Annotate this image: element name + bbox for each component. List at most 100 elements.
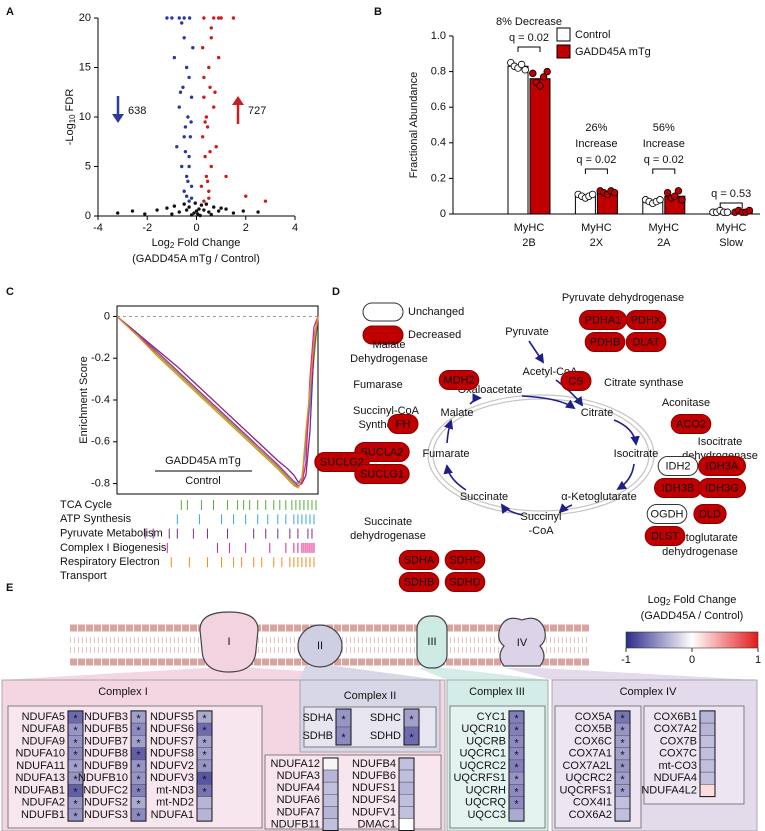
y-axis-label-part: FDR bbox=[64, 89, 76, 115]
column-frame bbox=[614, 710, 631, 822]
gene-label: COX7A1 bbox=[569, 748, 612, 760]
point bbox=[186, 115, 190, 119]
significance-star: * bbox=[136, 750, 141, 762]
gene-label: NDUFB4 bbox=[352, 758, 396, 770]
gene-label: NDUFA6 bbox=[277, 794, 320, 806]
significance-star: * bbox=[620, 725, 625, 737]
point bbox=[186, 179, 190, 184]
arrow bbox=[469, 393, 482, 405]
point bbox=[165, 16, 169, 20]
point bbox=[224, 207, 228, 211]
significance-star: * bbox=[514, 762, 519, 774]
bar bbox=[529, 78, 551, 215]
point bbox=[187, 16, 192, 20]
gene-label: NDUFS4 bbox=[352, 794, 396, 806]
gene-label: SDHC bbox=[449, 554, 480, 566]
gene-label: NDUFA4 bbox=[277, 782, 320, 794]
x-tick-label: Slow bbox=[719, 237, 743, 249]
point bbox=[209, 36, 213, 40]
column-frame bbox=[508, 710, 525, 822]
point bbox=[143, 212, 147, 216]
annotation: q = 0.02 bbox=[509, 32, 549, 44]
enzyme-label: Citrate synthase bbox=[604, 377, 683, 389]
gene bbox=[625, 310, 667, 330]
point bbox=[182, 16, 186, 20]
gene-label: DLST bbox=[651, 530, 679, 542]
point bbox=[209, 164, 213, 169]
point bbox=[205, 125, 210, 129]
gene-label: NDUFC2 bbox=[83, 784, 128, 796]
set-label: Respiratory Electron bbox=[60, 556, 160, 568]
bracket bbox=[584, 168, 608, 174]
gene-label: NDUFA9 bbox=[22, 735, 65, 747]
gene-label: NDUFS8 bbox=[150, 748, 194, 760]
gene-label: NDUFS6 bbox=[150, 723, 194, 735]
significance-star: * bbox=[514, 725, 519, 737]
point bbox=[182, 189, 186, 193]
point bbox=[208, 149, 212, 154]
point bbox=[207, 65, 211, 70]
point bbox=[184, 208, 189, 212]
gene-label: NDUFA3 bbox=[277, 770, 320, 782]
x-tick-label: 2A bbox=[657, 237, 671, 249]
enzyme-label: Fumarase bbox=[353, 379, 403, 391]
significance-star: * bbox=[136, 811, 141, 823]
colorbar-tick-label: 0 bbox=[689, 654, 695, 666]
set-label: Transport bbox=[60, 570, 107, 582]
point bbox=[231, 16, 236, 20]
gene bbox=[354, 464, 410, 484]
legend-label: GADD45A mTg bbox=[165, 455, 241, 467]
annotation: q = 0.53 bbox=[711, 188, 751, 200]
gene-label: NDUFV2 bbox=[150, 760, 194, 772]
significance-star: * bbox=[202, 737, 207, 749]
y-tick-label: 0.6 bbox=[431, 101, 446, 113]
gene bbox=[625, 332, 667, 352]
dot bbox=[610, 188, 619, 197]
gene-label: COX6C bbox=[574, 735, 612, 747]
gene-label: COX7A2 bbox=[654, 723, 697, 735]
cycle-arrows bbox=[443, 340, 640, 516]
colorbar-subtitle: (GADD45A / Control) bbox=[641, 610, 744, 622]
gene-label: NDUFB8 bbox=[84, 748, 128, 760]
heat-cell bbox=[322, 794, 339, 807]
point bbox=[219, 16, 223, 20]
gene-label: NDUFV3 bbox=[150, 772, 194, 784]
dot bbox=[588, 190, 597, 199]
metabolite: Succinate bbox=[460, 491, 508, 503]
x-tick-label: 0 bbox=[193, 222, 199, 234]
heat-cell bbox=[699, 722, 716, 736]
heat-cell bbox=[398, 781, 415, 795]
significance-star: * bbox=[620, 774, 625, 786]
significance-star: * bbox=[73, 811, 78, 823]
significance-star: * bbox=[341, 732, 346, 744]
point bbox=[177, 16, 181, 20]
point bbox=[187, 154, 191, 159]
cycle-ring-outer bbox=[427, 394, 655, 516]
complex-label: IV bbox=[517, 637, 528, 649]
gene-label: IDH3A bbox=[706, 460, 739, 472]
gene-label: COX5B bbox=[575, 723, 612, 735]
gene-label: NDUFB3 bbox=[84, 711, 128, 723]
x-axis-label-part: Log bbox=[152, 237, 170, 249]
enzyme-label: Succinyl-CoA bbox=[353, 405, 420, 417]
gene-label: UQCR10 bbox=[461, 723, 506, 735]
significance-star: * bbox=[136, 762, 141, 774]
heat-cell bbox=[398, 794, 415, 807]
significance-star: * bbox=[620, 737, 625, 749]
dot bbox=[536, 82, 544, 90]
significance-star: * bbox=[73, 737, 78, 749]
gene-label: OGDH bbox=[651, 508, 684, 520]
point bbox=[213, 90, 217, 94]
point bbox=[212, 205, 216, 209]
gene-label: NDUFB6 bbox=[352, 770, 396, 782]
gene-label: NDUFA7 bbox=[277, 806, 320, 818]
legend-unchanged bbox=[362, 302, 404, 322]
point bbox=[207, 210, 211, 214]
metabolite: Fumarate bbox=[422, 448, 469, 460]
gene-label: UQCRC2 bbox=[566, 772, 612, 784]
significance-star: * bbox=[73, 713, 78, 725]
dot bbox=[517, 60, 526, 69]
complex-label: III bbox=[427, 636, 436, 648]
metabolite: Citrate bbox=[581, 407, 613, 419]
